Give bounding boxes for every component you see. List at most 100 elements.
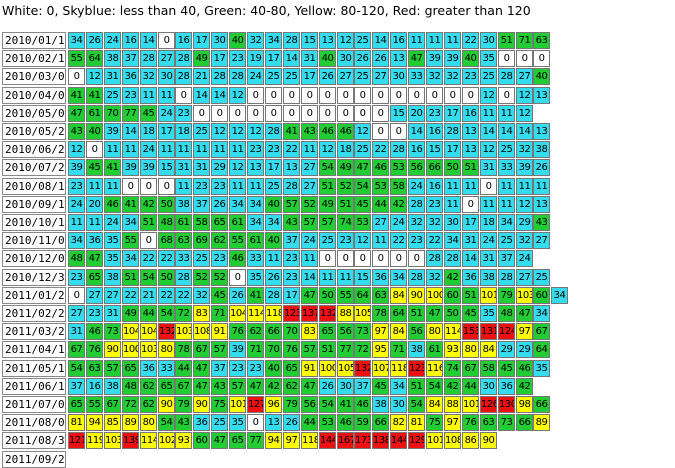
heatmap-cell: 36 xyxy=(498,378,515,395)
heatmap-cell: 0 xyxy=(390,250,407,267)
heatmap-cell: 137 xyxy=(301,305,318,322)
heatmap-cell: 24 xyxy=(68,196,85,213)
heatmap-cell: 153 xyxy=(462,323,479,340)
heatmap-cell: 47 xyxy=(211,432,228,449)
heatmap-cell: 80 xyxy=(426,323,443,340)
heatmap-cell: 34 xyxy=(247,196,264,213)
heatmap-cell: 0 xyxy=(354,105,371,122)
heatmap-cell: 24 xyxy=(301,232,318,249)
heatmap-cell: 139 xyxy=(122,432,139,449)
heatmap-cell: 76 xyxy=(86,341,103,358)
heatmap-cell: 59 xyxy=(354,414,371,431)
heatmap-cell: 114 xyxy=(444,323,461,340)
heatmap-cell: 15 xyxy=(158,159,175,176)
heatmap-cell: 51 xyxy=(337,196,354,213)
heatmap-cell: 35 xyxy=(247,269,264,286)
heatmap-cell: 0 xyxy=(426,87,443,104)
heatmap-cell: 63 xyxy=(86,360,103,377)
heatmap-cell: 30 xyxy=(390,396,407,413)
heatmap-cell: 34 xyxy=(390,378,407,395)
heatmap-cell: 144 xyxy=(390,432,407,449)
heatmap-cell: 54 xyxy=(319,159,336,176)
heatmap-cell: 65 xyxy=(68,396,85,413)
heatmap-cell: 138 xyxy=(372,432,389,449)
heatmap-cell: 51 xyxy=(408,378,425,395)
heatmap-cell: 54 xyxy=(319,396,336,413)
heatmap-cell: 32 xyxy=(140,68,157,85)
heatmap-cell: 57 xyxy=(301,341,318,358)
heatmap-cell: 40 xyxy=(229,32,246,49)
heatmap-cell: 23 xyxy=(337,232,354,249)
heatmap-cell: 79 xyxy=(498,287,515,304)
heatmap-cell: 31 xyxy=(462,232,479,249)
heatmap-cell: 41 xyxy=(68,87,85,104)
heatmap-cell: 38 xyxy=(104,378,121,395)
heatmap-cell: 108 xyxy=(444,432,461,449)
heatmap-cell: 17 xyxy=(265,159,282,176)
heatmap-cell: 23 xyxy=(283,269,300,286)
row-label: 2011/02/23 xyxy=(2,305,66,322)
heatmap-cell: 30 xyxy=(211,32,228,49)
heatmap-cell: 118 xyxy=(390,360,407,377)
heatmap-cell: 98 xyxy=(516,396,533,413)
heatmap-cell: 34 xyxy=(229,196,246,213)
heatmap-cell: 56 xyxy=(408,323,425,340)
heatmap-cell: 0 xyxy=(283,87,300,104)
heatmap-cell: 0 xyxy=(498,87,515,104)
heatmap-cell: 144 xyxy=(319,432,336,449)
heatmap-cell: 49 xyxy=(193,50,210,67)
heatmap-cell: 11 xyxy=(498,105,515,122)
heatmap-cell: 24 xyxy=(140,141,157,158)
heatmap-cell: 22 xyxy=(462,32,479,49)
heatmap-cell: 36 xyxy=(462,269,479,286)
row-label: 2010/05/02 xyxy=(2,105,66,122)
heatmap-cell: 22 xyxy=(158,287,175,304)
heatmap-cell: 47 xyxy=(247,378,264,395)
heatmap-cell: 75 xyxy=(426,414,443,431)
heatmap-cell: 84 xyxy=(390,323,407,340)
heatmap-cell: 50 xyxy=(319,287,336,304)
heatmap-cell: 42 xyxy=(444,378,461,395)
heatmap-cell: 39 xyxy=(426,50,443,67)
heatmap-cell: 119 xyxy=(86,432,103,449)
heatmap-cell: 48 xyxy=(498,305,515,322)
heatmap-cell: 34 xyxy=(265,214,282,231)
heatmap-cell: 34 xyxy=(247,214,264,231)
heatmap-cell: 73 xyxy=(354,323,371,340)
heatmap-cell: 56 xyxy=(337,323,354,340)
heatmap-cell: 127 xyxy=(247,396,264,413)
heatmap-cell: 11 xyxy=(444,196,461,213)
heatmap-cell: 67 xyxy=(193,341,210,358)
heatmap-cell: 17 xyxy=(462,214,479,231)
heatmap-cell: 54 xyxy=(68,360,85,377)
heatmap-cell: 29 xyxy=(516,214,533,231)
heatmap-cell: 12 xyxy=(516,105,533,122)
heatmap-cell: 103 xyxy=(175,323,192,340)
row-label: 2010/06/25 xyxy=(2,141,66,158)
heatmap-cell: 11 xyxy=(498,178,515,195)
heatmap-cell: 44 xyxy=(372,196,389,213)
heatmap-cell: 78 xyxy=(175,341,192,358)
heatmap-cell: 90 xyxy=(193,396,210,413)
heatmap-cell: 11 xyxy=(158,87,175,104)
heatmap-cell: 11 xyxy=(426,32,443,49)
heatmap-cell: 77 xyxy=(247,432,264,449)
heatmap-cell: 100 xyxy=(319,360,336,377)
heatmap-cell: 11 xyxy=(247,178,264,195)
heatmap-cell: 104 xyxy=(140,323,157,340)
heatmap-cell: 28 xyxy=(140,50,157,67)
heatmap-cell: 0 xyxy=(337,105,354,122)
heatmap-cell: 37 xyxy=(211,360,228,377)
row-label: 2011/09/27 xyxy=(2,451,66,468)
heatmap-cell: 91 xyxy=(301,360,318,377)
row-label: 2010/11/07 xyxy=(2,232,66,249)
heatmap-cell: 0 xyxy=(283,105,300,122)
heatmap-cell: 86 xyxy=(462,432,479,449)
heatmap-cell: 62 xyxy=(247,323,264,340)
heatmap-cell: 85 xyxy=(104,414,121,431)
row-label: 2011/01/27 xyxy=(2,287,66,304)
heatmap-cell: 32 xyxy=(247,32,264,49)
heatmap-cell: 114 xyxy=(247,305,264,322)
heatmap-cell: 67 xyxy=(533,323,550,340)
heatmap-cell: 19 xyxy=(247,50,264,67)
